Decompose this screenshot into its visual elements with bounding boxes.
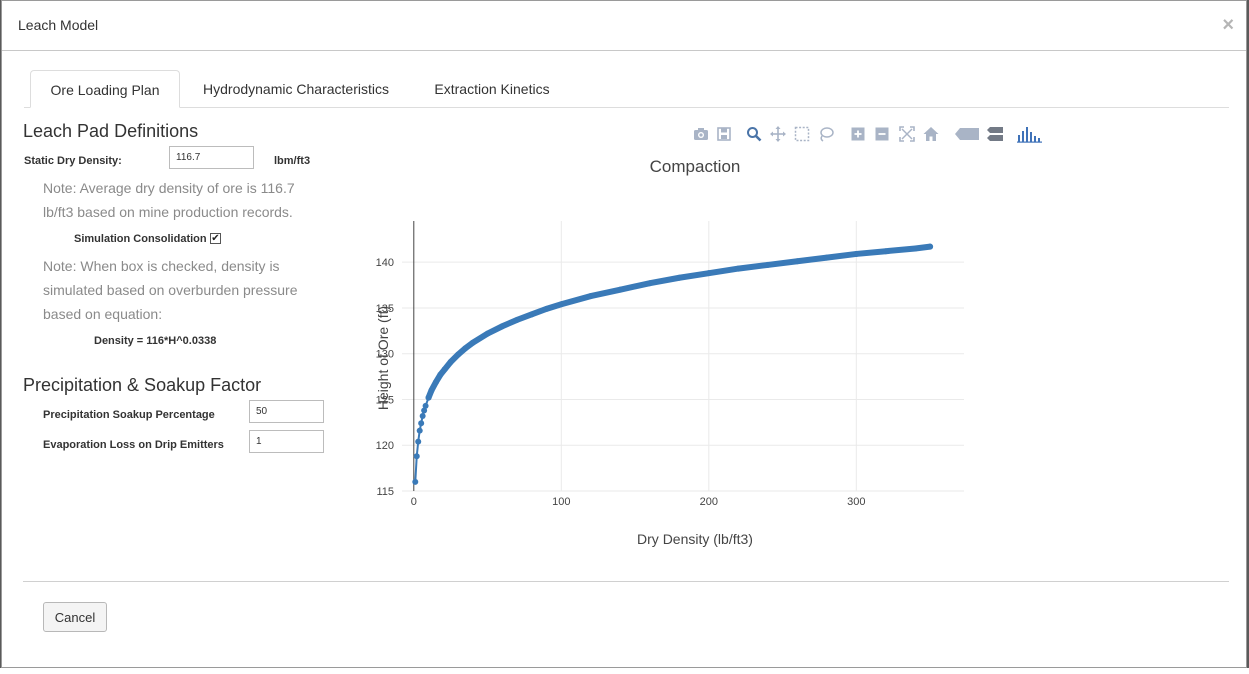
data-point [415, 438, 422, 445]
zoom-in-icon[interactable] [849, 125, 867, 143]
data-point [419, 412, 426, 419]
note-line: simulated based on overburden pressure [43, 282, 298, 298]
data-point [413, 453, 420, 460]
close-icon[interactable]: × [1222, 14, 1234, 36]
static-density-unit: lbm/ft3 [274, 155, 311, 167]
hover-compare-icon[interactable] [986, 125, 1004, 143]
reset-axes-icon[interactable] [922, 125, 940, 143]
tab-label: Ore Loading Plan [50, 82, 160, 98]
note-line: based on equation: [43, 306, 163, 322]
hover-closest-icon[interactable] [954, 125, 980, 143]
autoscale-icon[interactable] [898, 125, 916, 143]
modal-title: Leach Model [18, 17, 99, 33]
cancel-button[interactable]: Cancel [43, 602, 107, 632]
data-point [422, 402, 429, 409]
precipitation-title: Precipitation & Soakup Factor [23, 375, 262, 395]
tab-hydrodynamic-characteristics[interactable]: Hydrodynamic Characteristics [188, 70, 404, 107]
soakup-label: Precipitation Soakup Percentage [43, 409, 215, 421]
note-line: lb/ft3 based on mine production records. [43, 204, 293, 220]
data-point [412, 478, 419, 485]
evaporation-label: Evaporation Loss on Drip Emitters [43, 439, 224, 451]
y-tick-label: 115 [376, 486, 394, 498]
footer-divider [23, 581, 1229, 582]
chart-grid [402, 221, 964, 492]
density-note: Note: Average dry density of ore is 116.… [43, 176, 295, 224]
y-tick-label: 130 [376, 349, 394, 361]
tab-label: Extraction Kinetics [434, 81, 550, 97]
data-point [416, 427, 423, 434]
zoom-icon[interactable] [745, 125, 763, 143]
tab-bar: Ore Loading Plan Hydrodynamic Characteri… [24, 70, 1229, 108]
tab-ore-loading-plan[interactable]: Ore Loading Plan [30, 70, 180, 108]
series-points [412, 243, 934, 485]
y-tick-label: 135 [376, 303, 394, 315]
static-density-input[interactable] [169, 146, 254, 169]
pan-icon[interactable] [769, 125, 787, 143]
series-dense-band [425, 243, 934, 401]
modal-header: Leach Model × [2, 1, 1246, 51]
x-tick-label: 100 [552, 496, 570, 508]
tab-extraction-kinetics[interactable]: Extraction Kinetics [420, 70, 564, 107]
chart-title: Compaction [650, 157, 741, 176]
x-tick-label: 300 [847, 496, 865, 508]
consolidation-checkbox[interactable]: ✔ [210, 233, 221, 244]
tab-label: Hydrodynamic Characteristics [203, 81, 389, 97]
y-tick-label: 125 [376, 394, 394, 406]
consolidation-note: Note: When box is checked, density is si… [43, 254, 298, 326]
data-point [418, 420, 425, 427]
save-icon[interactable] [715, 125, 733, 143]
x-tick-label: 200 [700, 496, 718, 508]
evaporation-input[interactable] [249, 430, 324, 453]
camera-icon[interactable] [692, 125, 710, 143]
lasso-select-icon[interactable] [817, 125, 835, 143]
density-equation: Density = 116*H^0.0338 [94, 335, 217, 347]
x-axis-label: Dry Density (lb/ft3) [637, 531, 753, 547]
consolidation-label: Simulation Consolidation [74, 233, 207, 245]
x-tick-label: 0 [411, 496, 417, 508]
soakup-input[interactable] [249, 400, 324, 423]
box-select-icon[interactable] [793, 125, 811, 143]
chart-ticks: 115 120 125 130 135 140 0 100 200 300 [376, 257, 866, 508]
data-point [421, 407, 428, 414]
y-tick-label: 120 [376, 440, 394, 452]
leach-pad-title: Leach Pad Definitions [23, 121, 199, 141]
zoom-out-icon[interactable] [873, 125, 891, 143]
note-line: Note: Average dry density of ore is 116.… [43, 180, 295, 196]
plotly-logo-icon[interactable] [1017, 125, 1043, 143]
y-axis-label: Height of Ore (ft) [375, 306, 391, 410]
y-tick-label: 140 [376, 257, 394, 269]
static-density-label: Static Dry Density: [24, 155, 122, 167]
note-line: Note: When box is checked, density is [43, 258, 280, 274]
page-backdrop [0, 668, 1249, 674]
